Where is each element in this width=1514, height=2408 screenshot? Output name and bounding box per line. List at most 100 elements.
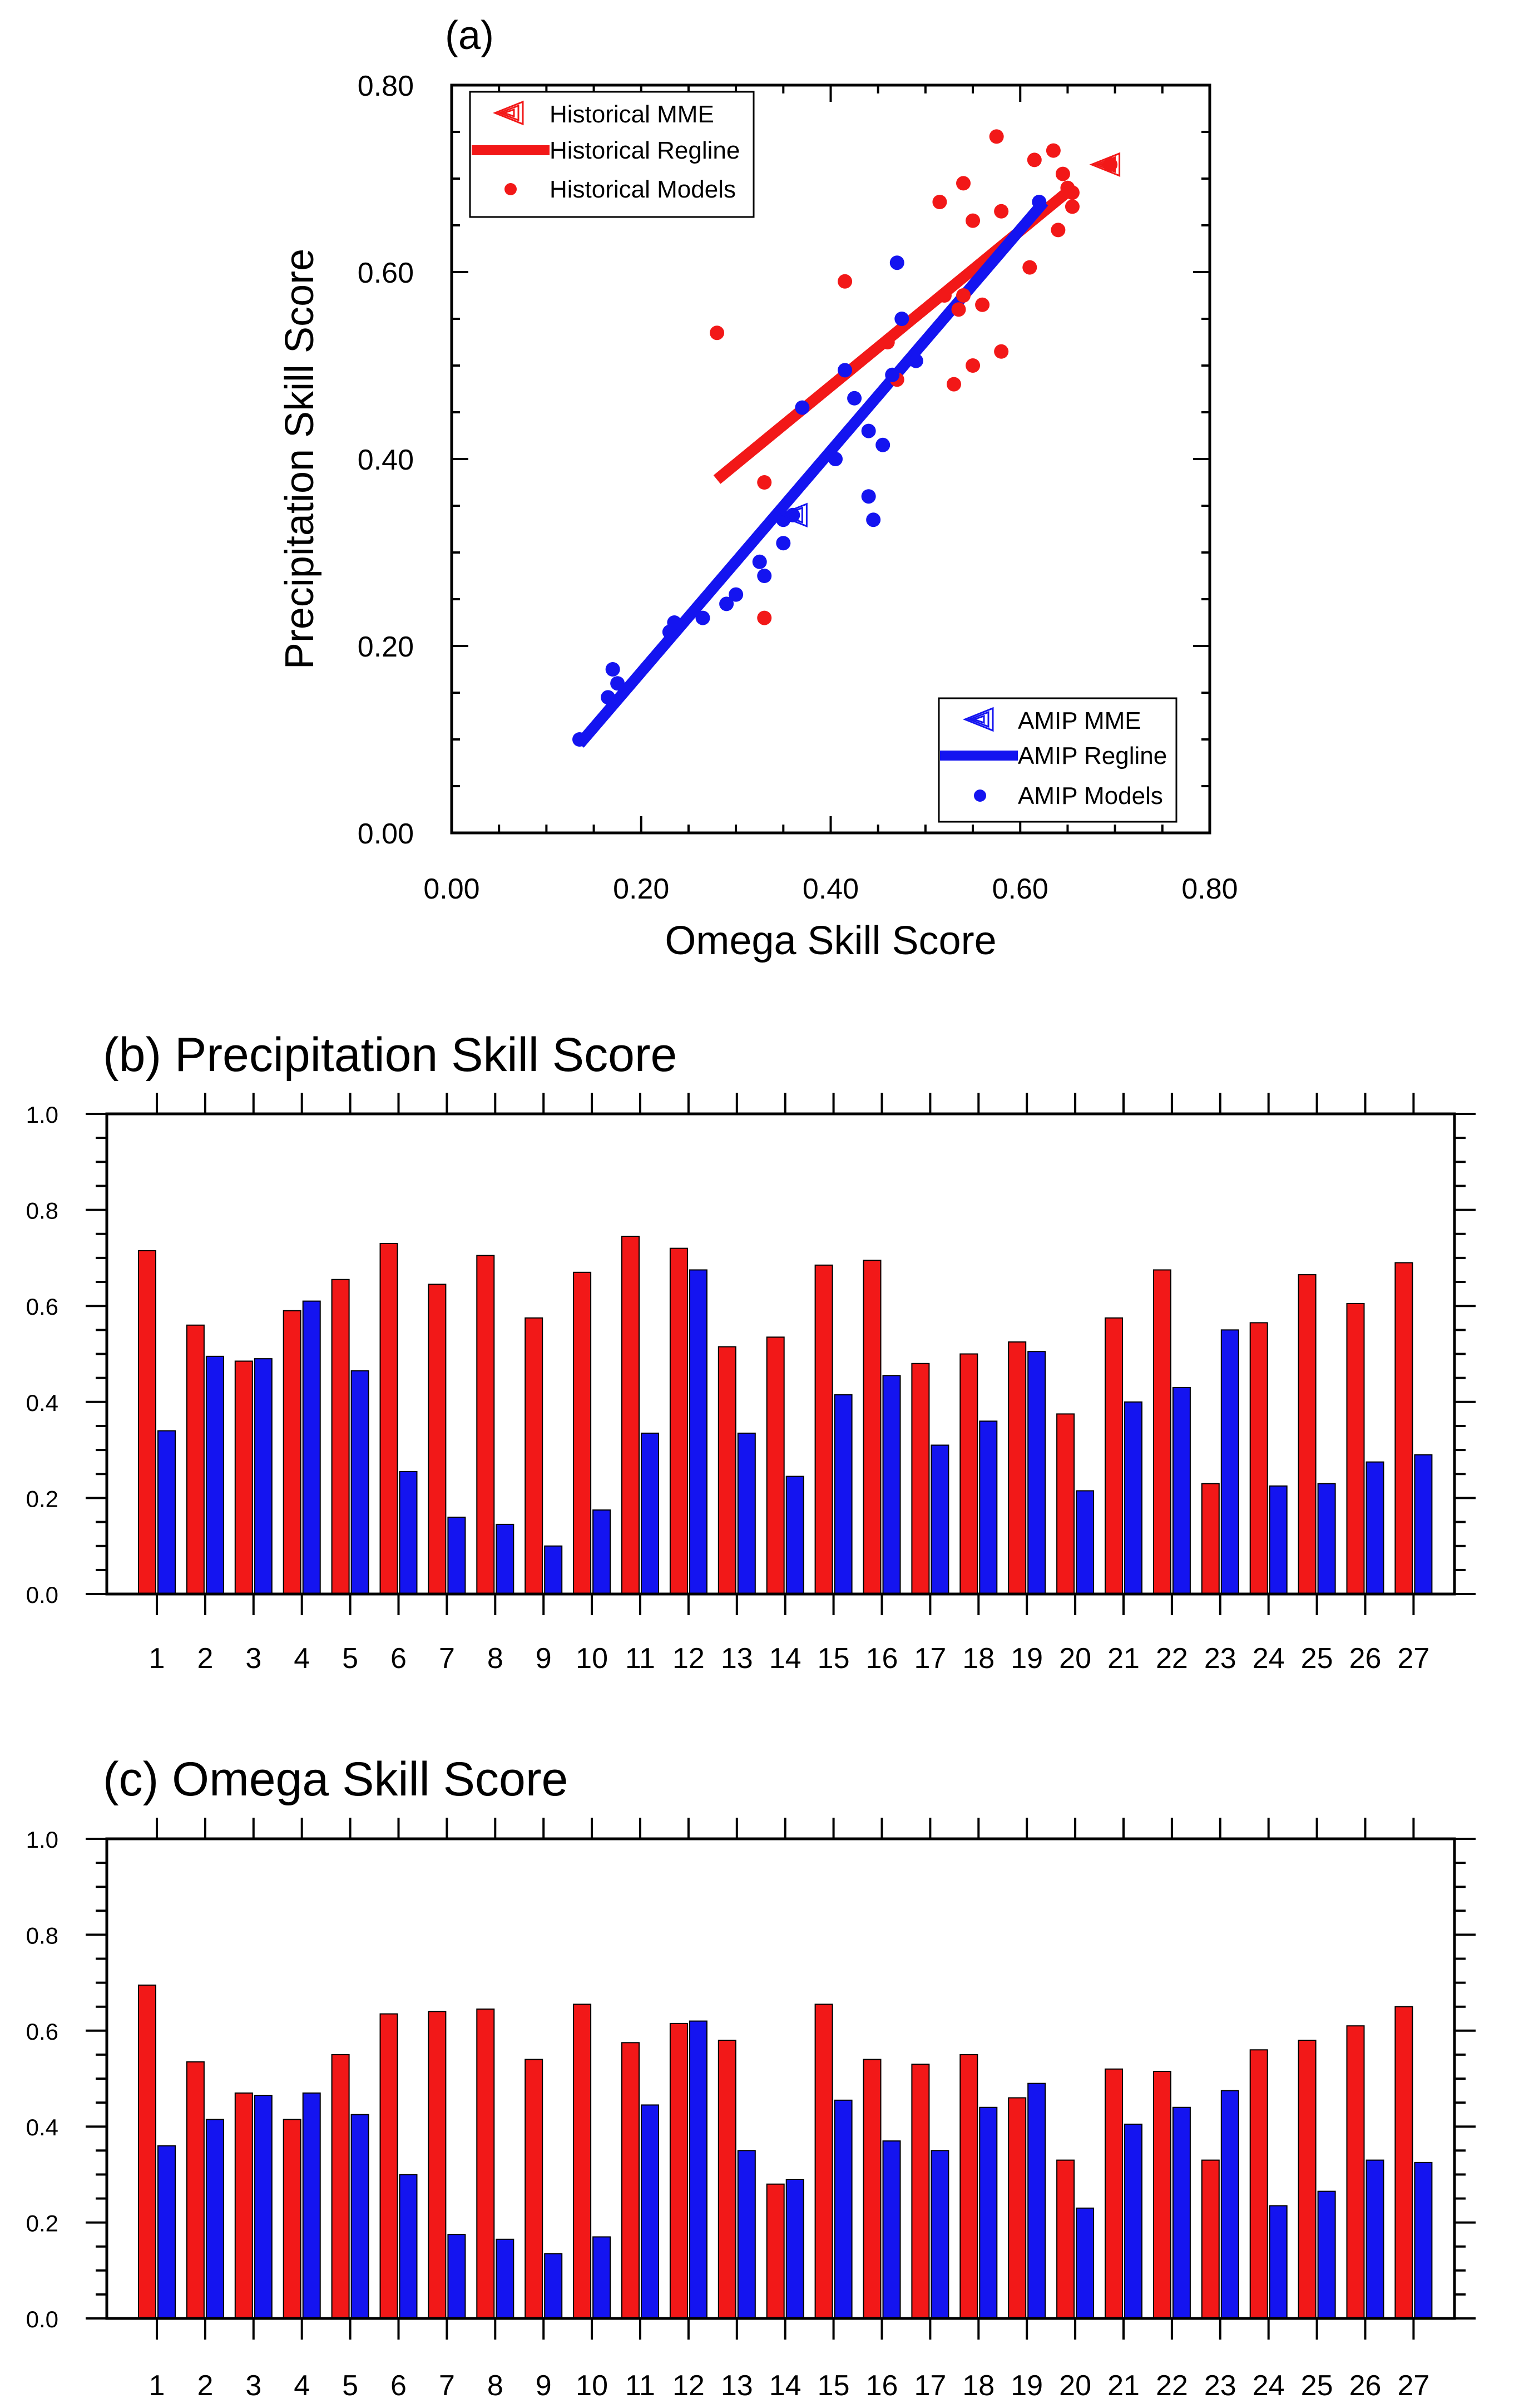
historical-bar <box>718 2040 736 2320</box>
y-tick-label: 0.4 <box>26 1390 58 1416</box>
y-tick-label: 0.0 <box>26 2306 58 2332</box>
y-tick-label: 0.40 <box>358 444 414 476</box>
legend-amip: AMIP MME AMIP Regline AMIP Models <box>938 697 1177 823</box>
historical-bar <box>1008 1341 1027 1595</box>
amip-model-point <box>610 676 625 691</box>
historical-bar <box>1394 1262 1413 1595</box>
y-axis-label: Precipitation Skill Score <box>278 249 322 669</box>
amip-model-point <box>601 690 616 705</box>
x-tick-label: 22 <box>1156 2370 1188 2402</box>
historical-bar <box>138 1250 156 1595</box>
amip-bar <box>1027 1351 1046 1595</box>
amip-model-point <box>894 312 909 326</box>
historical-model-point <box>1051 223 1066 238</box>
amip-bar <box>931 2150 949 2320</box>
amip-bar <box>592 2236 611 2319</box>
x-tick-label: 21 <box>1107 1642 1140 1675</box>
scatter-panel-a: 0.00 0.20 0.40 0.60 0.80 0.00 0.20 0.40 0.60 0.80… <box>278 13 1238 963</box>
y-tick-label: 0.60 <box>358 257 414 289</box>
historical-bar <box>1298 1274 1317 1595</box>
historical-bar <box>1394 2006 1413 2319</box>
amip-model-point <box>866 512 881 527</box>
legend-amip-mme-icon-stroke <box>971 714 985 724</box>
x-tick-label: 27 <box>1397 1642 1429 1675</box>
amip-model-point <box>729 587 744 602</box>
y-tick-label: 0.6 <box>26 1294 58 1320</box>
x-tick-label: 9 <box>536 2370 552 2402</box>
amip-model-point <box>757 569 772 583</box>
historical-model-point <box>946 377 961 392</box>
historical-bar <box>766 1336 785 1595</box>
historical-bar <box>476 2009 495 2319</box>
legend-historical-mme-icon-stroke <box>492 100 524 126</box>
historical-bar <box>1201 1483 1220 1595</box>
y-tick-label: 0.4 <box>26 2114 58 2140</box>
amip-bar <box>1365 1461 1384 1595</box>
amip-bar <box>1414 2162 1433 2320</box>
x-tick-label: 9 <box>536 1642 552 1675</box>
historical-model-point <box>975 297 990 312</box>
historical-model-point <box>966 213 981 228</box>
amip-bar <box>1414 1454 1433 1595</box>
x-tick-label: 13 <box>721 2370 753 2402</box>
amip-bar <box>689 2020 707 2320</box>
amip-model-point <box>861 489 876 504</box>
historical-bar <box>1152 2071 1171 2320</box>
legend-label: AMIP MME <box>1018 707 1141 734</box>
historical-model-point <box>1027 152 1042 167</box>
x-tick-label: 8 <box>487 2370 503 2402</box>
amip-bar <box>205 1355 224 1595</box>
y-tick-label: 0.8 <box>26 1922 58 1948</box>
historical-bar <box>379 2013 398 2319</box>
legend-label: AMIP Regline <box>1018 742 1167 769</box>
amip-bar <box>350 1370 369 1595</box>
amip-bar <box>399 1471 418 1595</box>
historical-model-point <box>956 288 971 303</box>
x-tick-label: 7 <box>439 1642 455 1675</box>
historical-mme-marker-stroke <box>1097 160 1112 169</box>
historical-model-point <box>880 335 895 349</box>
amip-bar <box>496 1523 514 1595</box>
amip-bar <box>1172 2106 1191 2319</box>
x-tick-label: 25 <box>1301 2370 1333 2402</box>
historical-bar <box>1249 2049 1268 2320</box>
historical-bar <box>621 1236 640 1595</box>
historical-bar <box>959 1353 978 1595</box>
historical-model-point <box>757 475 772 490</box>
amip-bar <box>979 2106 998 2319</box>
historical-bar <box>1298 2040 1317 2320</box>
amip-bar <box>447 1516 466 1595</box>
amip-bar <box>785 1476 804 1595</box>
amip-bar <box>1269 2205 1288 2319</box>
x-tick-label: 21 <box>1107 2370 1140 2402</box>
historical-model-point <box>956 176 971 191</box>
x-tick-label: 2 <box>197 2370 213 2402</box>
historical-model-point <box>966 358 981 373</box>
historical-bar <box>428 1284 447 1595</box>
amip-model-point <box>1032 195 1047 209</box>
historical-model-point <box>932 195 947 209</box>
historical-model-point <box>1060 180 1075 195</box>
y-tick-label: 0.2 <box>26 2210 58 2237</box>
historical-bar <box>186 2061 205 2320</box>
historical-model-point <box>994 204 1009 219</box>
historical-mme-marker-stroke <box>1089 152 1121 177</box>
amip-mme-marker <box>776 502 808 528</box>
amip-bar <box>592 1509 611 1595</box>
x-tick-label: 8 <box>487 1642 503 1675</box>
amip-model-point <box>885 367 900 382</box>
amip-bar <box>350 2114 369 2319</box>
bar-panel-b-precipitation: (b) Precipitation Skill Score 0.0 0.2 0.4 0.… <box>26 1028 1476 1675</box>
historical-bar <box>186 1324 205 1595</box>
historical-bar <box>283 1310 301 1595</box>
x-tick-label: 0.00 <box>423 873 479 905</box>
x-tick-label: 18 <box>962 2370 995 2402</box>
x-tick-label: 19 <box>1011 2370 1043 2402</box>
legend-historical-mme-icon <box>492 100 524 126</box>
x-tick-label: 17 <box>914 1642 946 1675</box>
legend-historical-models-icon <box>504 183 517 195</box>
amip-bar <box>399 2174 418 2319</box>
amip-regline <box>575 198 1048 748</box>
historical-bar <box>1346 2025 1365 2319</box>
amip-bar <box>447 2234 466 2319</box>
